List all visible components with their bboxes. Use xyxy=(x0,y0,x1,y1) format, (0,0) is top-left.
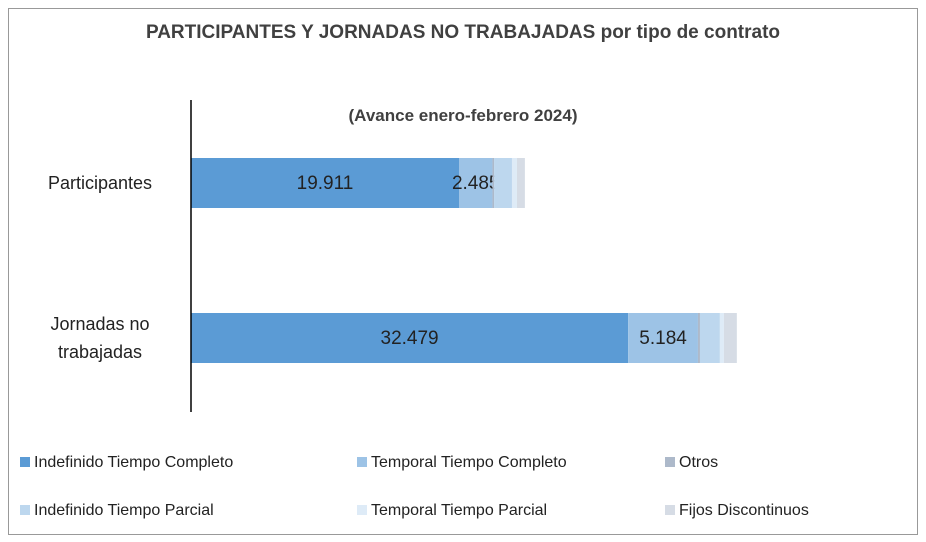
bar-segment xyxy=(191,158,460,208)
bar-segment xyxy=(459,158,493,208)
legend-label: Fijos Discontinuos xyxy=(679,502,809,519)
legend-swatch xyxy=(357,457,367,467)
legend-label: Indefinido Tiempo Parcial xyxy=(34,502,214,519)
legend-swatch xyxy=(665,457,675,467)
bar-segment xyxy=(511,158,517,208)
bar-segment xyxy=(697,313,700,363)
bar-segment xyxy=(628,313,698,363)
data-label: 32.479 xyxy=(381,328,439,349)
data-label: 2.485 xyxy=(452,173,500,194)
legend-label: Otros xyxy=(679,454,718,471)
data-label: 5.184 xyxy=(639,328,687,349)
chart-title: PARTICIPANTES Y JORNADAS NO TRABAJADAS p… xyxy=(145,22,781,43)
legend-label: Temporal Tiempo Completo xyxy=(371,454,567,471)
legend-swatch xyxy=(20,457,30,467)
bar-segment xyxy=(516,158,525,208)
bar-segment xyxy=(699,313,720,363)
bar-segment xyxy=(494,158,512,208)
chart-subtitle: (Avance enero-febrero 2024) xyxy=(348,106,578,125)
bar-segment xyxy=(191,313,629,363)
category-label: Participantes xyxy=(47,173,153,193)
bar-segment xyxy=(492,158,495,208)
legend-swatch xyxy=(20,505,30,515)
category-label: Jornadas no trabajadas xyxy=(50,314,150,362)
bar-segment xyxy=(723,313,737,363)
chart-frame xyxy=(8,8,918,535)
data-label: 19.911 xyxy=(297,173,354,194)
legend-swatch xyxy=(357,505,367,515)
legend-label: Indefinido Tiempo Completo xyxy=(34,454,233,471)
legend-swatch xyxy=(665,505,675,515)
legend-label: Temporal Tiempo Parcial xyxy=(371,502,547,519)
bar-segment xyxy=(719,313,724,363)
